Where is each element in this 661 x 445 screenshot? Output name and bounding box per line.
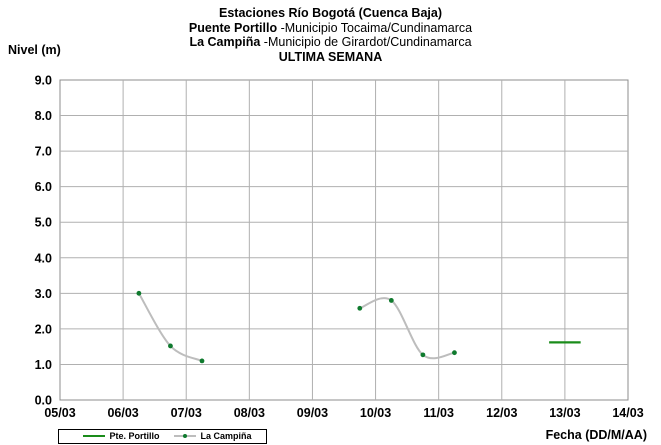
y-axis-label: Nivel (m) — [8, 43, 61, 57]
legend-label-pte-portillo: Pte. Portillo — [109, 431, 160, 442]
y-tick-label: 8.0 — [35, 109, 52, 123]
data-point-la-campi-a — [168, 343, 173, 349]
x-tick-label: 14/03 — [612, 406, 643, 420]
x-tick-label: 12/03 — [486, 406, 517, 420]
title-line-4: ULTIMA SEMANA — [278, 49, 383, 64]
y-tick-label: 6.0 — [35, 180, 52, 194]
legend-swatch-pte-portillo — [81, 430, 107, 443]
x-tick-label: 13/03 — [549, 406, 580, 420]
title-station-2: La Campiña — [189, 35, 261, 49]
y-tick-label: 0.0 — [35, 394, 52, 408]
series-line-la-campi-a — [359, 297, 455, 360]
x-tick-label: 10/03 — [360, 406, 391, 420]
legend-item-la-campina: La Campiña — [172, 430, 252, 443]
chart-title: Estaciones Río Bogotá (Cuenca Baja) Puen… — [0, 6, 661, 64]
x-tick-label: 09/03 — [297, 406, 328, 420]
title-station-1: Puente Portillo — [188, 20, 278, 35]
x-tick-label: 05/03 — [44, 406, 75, 420]
plot-area — [59, 79, 629, 401]
x-tick-label: 11/03 — [423, 406, 454, 420]
title-line-3: La Campiña -Municipio de Girardot/Cundin… — [0, 35, 661, 50]
y-tick-label: 1.0 — [35, 358, 52, 372]
x-tick-label: 06/03 — [107, 406, 138, 420]
y-tick-label: 3.0 — [35, 287, 52, 301]
title-line-1: Estaciones Río Bogotá (Cuenca Baja) — [219, 6, 442, 20]
y-tick-label: 2.0 — [35, 322, 52, 336]
data-point-la-campi-a — [388, 298, 394, 303]
y-tick-label: 7.0 — [35, 145, 52, 159]
y-tick-label: 5.0 — [35, 216, 52, 230]
legend-item-pte-portillo: Pte. Portillo — [81, 430, 160, 443]
x-axis-label: Fecha (DD/M/AA) — [545, 428, 647, 442]
data-point-la-campi-a — [420, 352, 426, 358]
y-tick-label: 4.0 — [35, 251, 52, 265]
data-point-la-campi-a — [136, 290, 142, 296]
title-station-2-location: -Municipio de Girardot/Cundinamarca — [260, 35, 472, 49]
data-point-la-campi-a — [452, 350, 457, 356]
legend-label-la-campina: La Campiña — [200, 431, 252, 442]
title-line-2: Puente Portillo -Municipio Tocaima/Cundi… — [0, 21, 661, 36]
data-point-la-campi-a — [357, 305, 363, 311]
title-station-1-location: -Municipio Tocaima/Cundinamarca — [277, 20, 473, 35]
y-tick-label: 9.0 — [35, 74, 52, 88]
x-tick-label: 07/03 — [171, 406, 202, 420]
legend-swatch-la-campina — [172, 430, 198, 443]
x-tick-label: 08/03 — [234, 406, 265, 420]
legend: Pte. Portillo La Campiña — [58, 429, 267, 444]
data-point-la-campi-a — [199, 358, 205, 364]
